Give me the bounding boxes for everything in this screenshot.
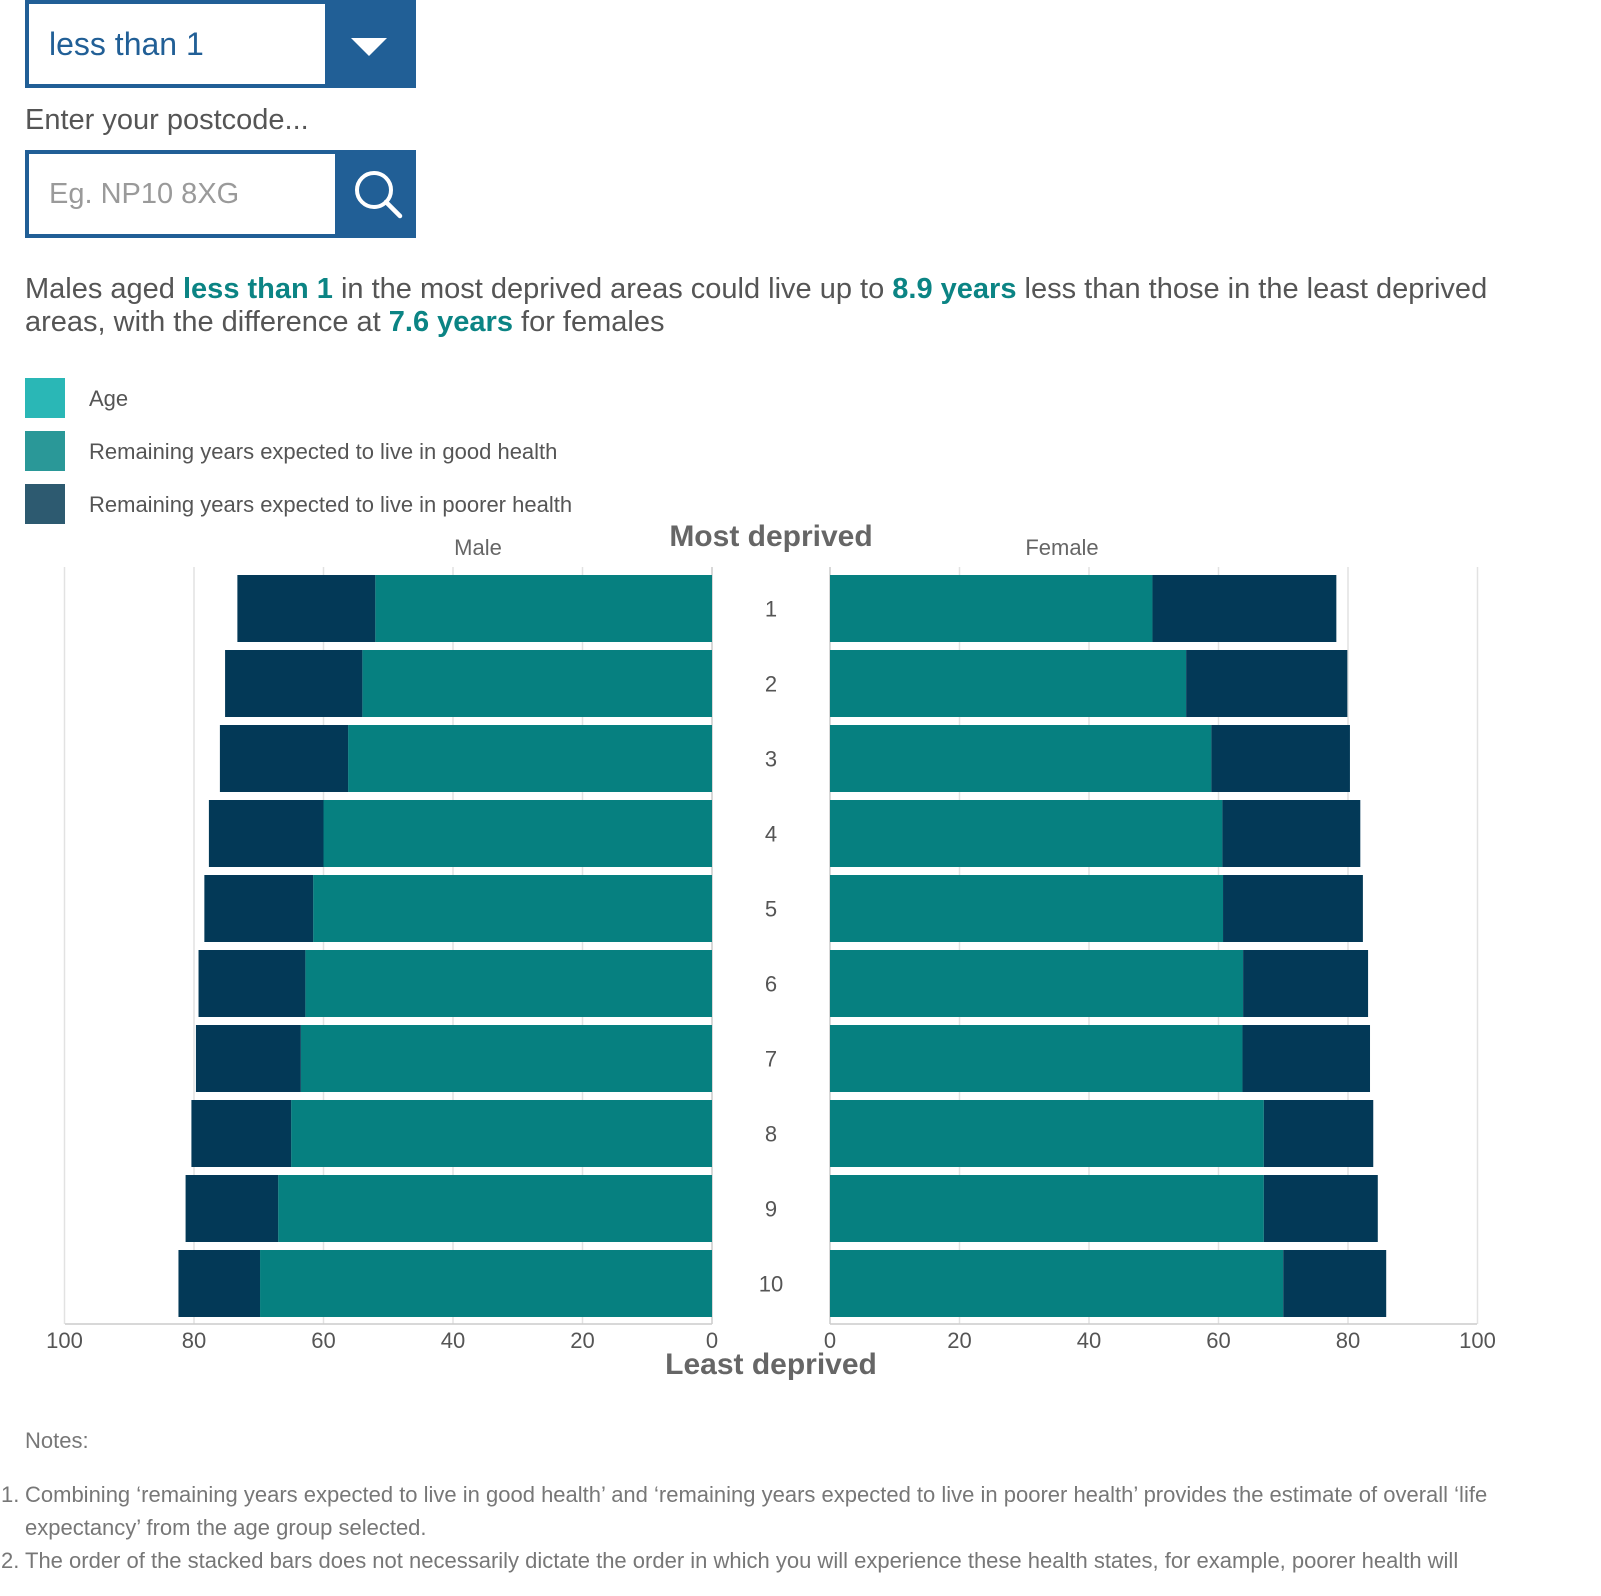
summary-part: less than those in the least deprived ar… bbox=[25, 273, 1488, 338]
category-label: 7 bbox=[765, 1047, 777, 1072]
panel-title-male: Male bbox=[454, 535, 502, 560]
panel-title-female: Female bbox=[1025, 535, 1098, 560]
bar-segment bbox=[1222, 800, 1361, 867]
bar-segment bbox=[305, 950, 712, 1017]
legend-swatch bbox=[25, 431, 65, 471]
bar-segment bbox=[830, 575, 1153, 642]
bar-segment bbox=[1263, 1175, 1378, 1242]
bar-segment bbox=[1283, 1250, 1387, 1317]
bar-segment bbox=[362, 650, 712, 717]
x-tick-label: 80 bbox=[182, 1328, 206, 1353]
summary-part: for females bbox=[512, 306, 665, 338]
legend-swatch bbox=[25, 484, 65, 524]
note-number: 1. bbox=[1, 1482, 20, 1507]
life-expectancy-chart: Most deprived Least deprived Male Female… bbox=[46, 520, 1496, 1381]
bar-segment bbox=[323, 800, 712, 867]
postcode-label: Enter your postcode... bbox=[25, 104, 309, 136]
category-label: 3 bbox=[765, 747, 777, 772]
bar-segment bbox=[178, 1250, 261, 1317]
x-tick-label: 0 bbox=[706, 1328, 718, 1353]
search-icon bbox=[355, 171, 403, 219]
bar-segment bbox=[300, 1025, 712, 1092]
bar-segment bbox=[225, 650, 363, 717]
x-tick-label: 40 bbox=[441, 1328, 465, 1353]
bar-segment bbox=[830, 650, 1187, 717]
bar-segment bbox=[1152, 575, 1337, 642]
postcode-search bbox=[25, 150, 416, 238]
bar-segment bbox=[313, 875, 712, 942]
age-group-select[interactable]: less than 1 bbox=[25, 0, 416, 88]
chart-bottom-label: Least deprived bbox=[665, 1348, 877, 1381]
x-tick-label: 40 bbox=[1077, 1328, 1101, 1353]
age-group-select-value: less than 1 bbox=[29, 4, 325, 84]
bar-segment bbox=[1242, 1025, 1371, 1092]
bar-segment bbox=[278, 1175, 712, 1242]
category-label: 4 bbox=[765, 822, 777, 847]
category-label: 6 bbox=[765, 972, 777, 997]
summary-age: less than 1 bbox=[183, 273, 333, 305]
bar-segment bbox=[204, 875, 314, 942]
bar-segment bbox=[1243, 950, 1369, 1017]
bar-segment bbox=[830, 1250, 1284, 1317]
x-tick-label: 60 bbox=[1206, 1328, 1230, 1353]
note-item: 1. Combining ‘remaining years expected to… bbox=[1, 1478, 1575, 1544]
summary-text: Males aged less than 1 in the most depri… bbox=[25, 273, 1565, 339]
summary-part: Males aged bbox=[25, 273, 183, 305]
bar-segment bbox=[191, 1100, 292, 1167]
bar-segment bbox=[830, 1025, 1243, 1092]
x-tick-label: 100 bbox=[1459, 1328, 1496, 1353]
bar-segment bbox=[830, 950, 1244, 1017]
bar-segment bbox=[219, 725, 349, 792]
search-button[interactable] bbox=[336, 150, 416, 238]
bar-segment bbox=[348, 725, 712, 792]
legend-label: Remaining years expected to live in good… bbox=[89, 439, 558, 464]
bar-segment bbox=[1211, 725, 1350, 792]
bar-segment bbox=[195, 1025, 301, 1092]
note-item: 2. The order of the stacked bars does not… bbox=[1, 1544, 1575, 1577]
x-tick-label: 100 bbox=[46, 1328, 83, 1353]
bar-segment bbox=[830, 1175, 1264, 1242]
legend-swatch bbox=[25, 378, 65, 418]
bar-segment bbox=[830, 1100, 1264, 1167]
bar-segment bbox=[1186, 650, 1348, 717]
category-label: 2 bbox=[765, 672, 777, 697]
category-label: 5 bbox=[765, 897, 777, 922]
notes-title: Notes: bbox=[25, 1428, 89, 1453]
bar-segment bbox=[208, 800, 324, 867]
legend-label: Remaining years expected to live in poor… bbox=[89, 492, 573, 517]
note-number: 2. bbox=[1, 1548, 20, 1573]
bar-segment bbox=[237, 575, 376, 642]
chevron-down-icon bbox=[351, 38, 387, 56]
x-tick-label: 0 bbox=[824, 1328, 836, 1353]
bar-segment bbox=[830, 875, 1224, 942]
note-text: The order of the stacked bars does not n… bbox=[25, 1548, 1459, 1573]
x-tick-label: 80 bbox=[1336, 1328, 1360, 1353]
bar-segment bbox=[291, 1100, 712, 1167]
chart-top-label: Most deprived bbox=[669, 520, 872, 553]
legend-label: Age bbox=[89, 386, 129, 411]
bar-segment bbox=[830, 800, 1223, 867]
bar-segment bbox=[375, 575, 712, 642]
category-label: 1 bbox=[765, 597, 777, 622]
summary-female-gap: 7.6 years bbox=[388, 306, 513, 338]
summary-male-gap: 8.9 years bbox=[892, 273, 1017, 305]
category-label: 10 bbox=[759, 1272, 783, 1297]
bar-segment bbox=[260, 1250, 712, 1317]
x-tick-label: 20 bbox=[947, 1328, 971, 1353]
category-label: 9 bbox=[765, 1197, 777, 1222]
bar-segment bbox=[185, 1175, 279, 1242]
note-text: Combining ‘remaining years expected to l… bbox=[25, 1482, 1488, 1540]
x-tick-label: 60 bbox=[311, 1328, 335, 1353]
bar-segment bbox=[198, 950, 306, 1017]
bar-segment bbox=[830, 725, 1212, 792]
postcode-input[interactable] bbox=[29, 154, 335, 234]
notes-list: 1. Combining ‘remaining years expected to… bbox=[1, 1478, 1575, 1577]
summary-part: in the most deprived areas could live up… bbox=[332, 273, 893, 305]
category-label: 8 bbox=[765, 1122, 777, 1147]
bar-segment bbox=[1223, 875, 1363, 942]
x-tick-label: 20 bbox=[570, 1328, 594, 1353]
bar-segment bbox=[1263, 1100, 1374, 1167]
